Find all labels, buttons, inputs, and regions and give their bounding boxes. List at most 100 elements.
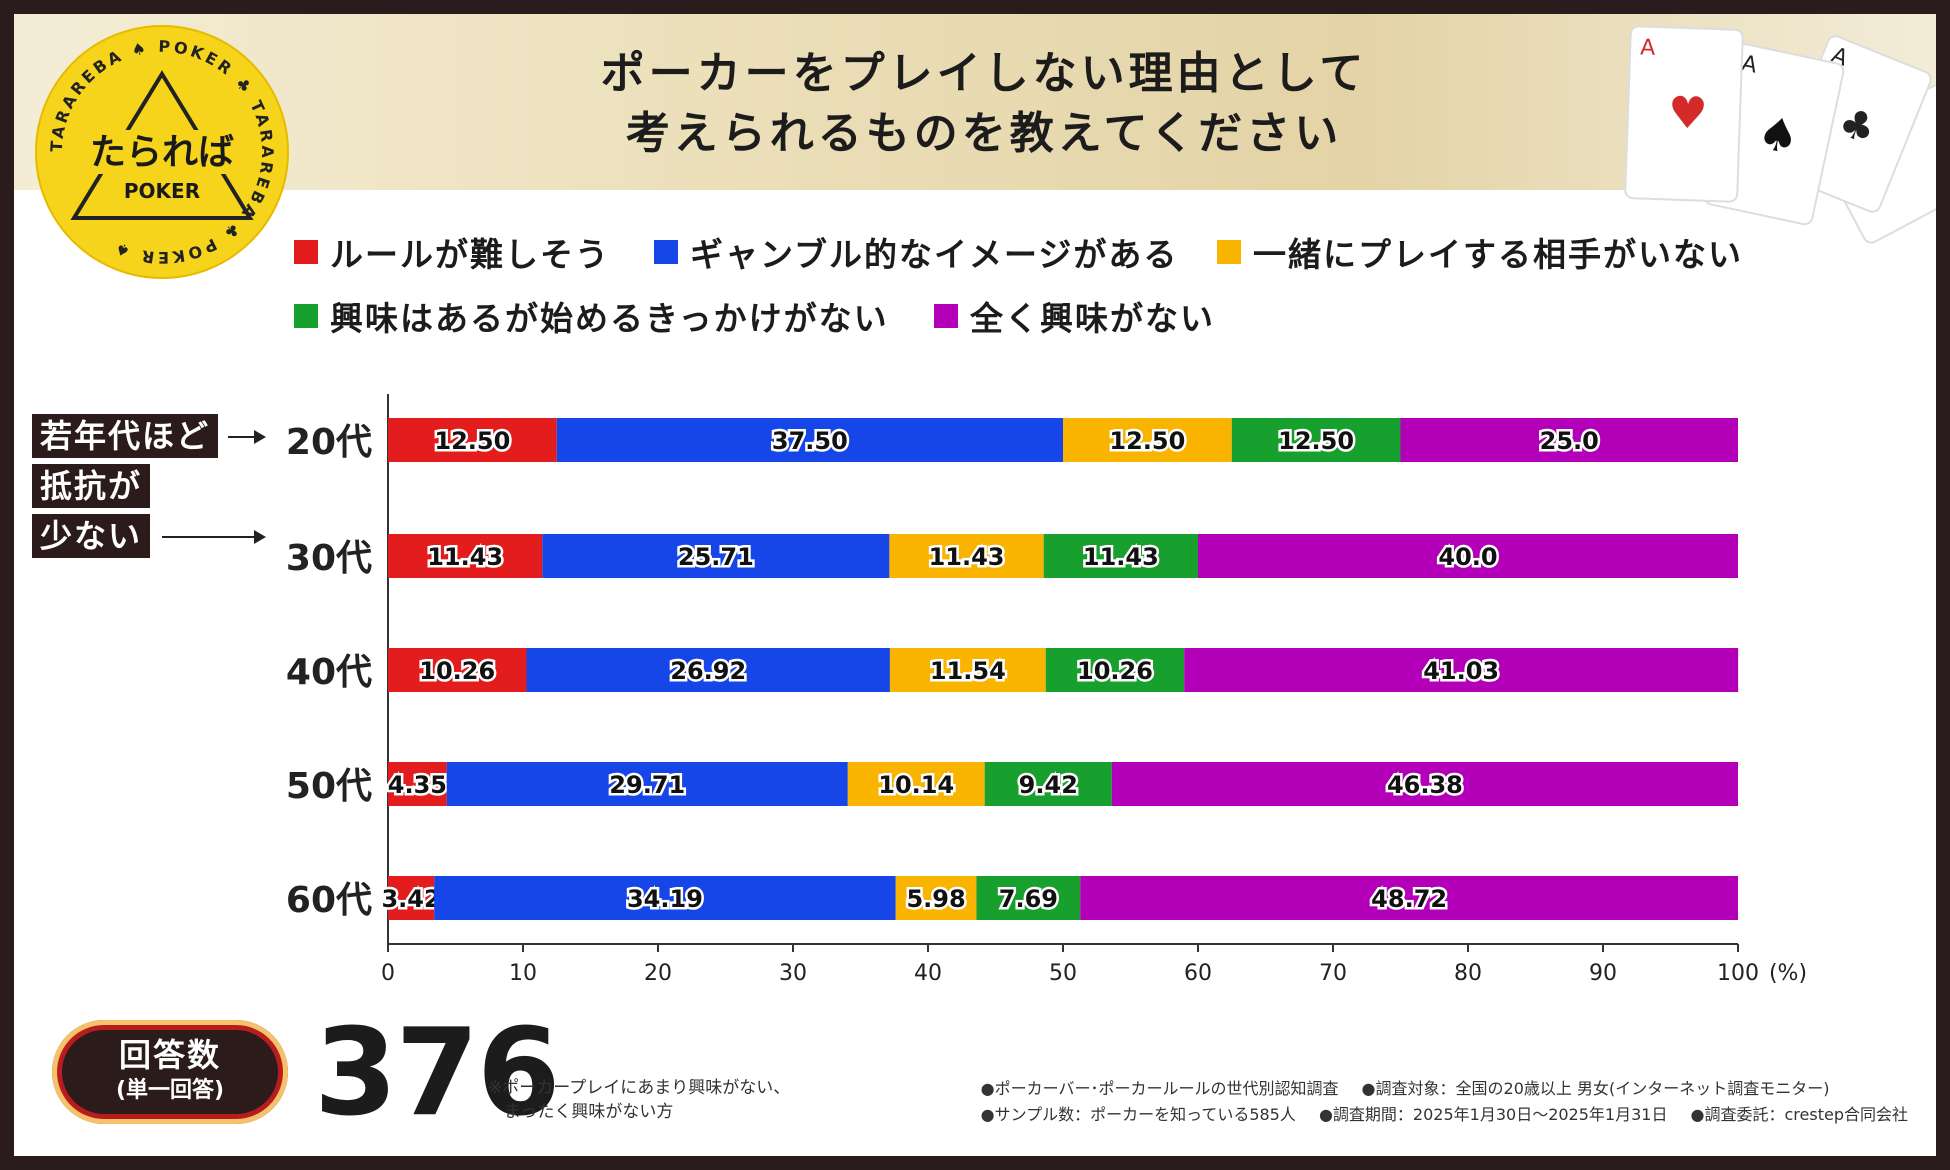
bar-segment: [1080, 876, 1738, 920]
svg-text:A: A: [1739, 51, 1759, 79]
bar-segment: [889, 648, 1046, 692]
page-title: ポーカーをプレイしない理由として 考えられるものを教えてください: [394, 44, 1574, 164]
bar-value-label: 40.0: [1438, 543, 1497, 571]
x-tick-label: 10: [509, 961, 537, 986]
legend-item-gambling-image: ギャンブル的なイメージがある: [654, 232, 1178, 274]
bar-segment: [542, 534, 890, 578]
svg-text:A: A: [1640, 35, 1656, 61]
x-tick-label: 70: [1319, 961, 1347, 986]
legend-swatch: [654, 240, 678, 264]
tarareba-poker-logo: TARAREBA ♠ POKER ♣ TARAREBA ♣ POKER ♠ たら…: [35, 25, 289, 279]
response-count: 376: [314, 1004, 560, 1143]
bar-value-label: 25.71: [678, 543, 754, 571]
bar-segment: [1184, 648, 1739, 692]
bar-value-label: 3.42: [381, 885, 440, 913]
bar-value-label: 4.35: [388, 771, 447, 799]
bar-segment: [388, 762, 447, 806]
meta-commissioned: ●調査委託：crestep合同会社: [1690, 1105, 1908, 1124]
legend-label: 一緒にプレイする相手がいない: [1253, 235, 1743, 274]
bar-segment: [1063, 418, 1232, 462]
legend-label: 全く興味がない: [970, 299, 1215, 338]
bar-value-label: 12.50: [1109, 427, 1185, 455]
bar-segment: [1111, 762, 1738, 806]
bar-segment: [984, 762, 1112, 806]
bar-value-label: 11.43: [929, 543, 1005, 571]
bar-segment: [1400, 418, 1738, 462]
bar-value-label: 9.42: [1019, 771, 1078, 799]
bar-value-label: 29.71: [609, 771, 685, 799]
annotation-line-1: 若年代ほど: [32, 414, 219, 458]
bar-segment: [388, 648, 527, 692]
bar-value-label: 11.43: [1083, 543, 1159, 571]
bar-value-label: 10.26: [419, 657, 495, 685]
legend-item-no-interest: 全く興味がない: [934, 296, 1215, 338]
meta-survey-name: ●ポーカーバー･ポーカールールの世代別認知調査: [980, 1079, 1339, 1098]
bar-value-label: 12.50: [434, 427, 510, 455]
bar-value-label: 11.43: [427, 543, 503, 571]
legend-label: 興味はあるが始めるきっかけがない: [330, 299, 889, 338]
heart-card-icon: A ♥: [1624, 25, 1744, 203]
legend-swatch: [294, 304, 318, 328]
x-tick-label: 0: [381, 961, 395, 986]
bar-value-label: 48.72: [1371, 885, 1447, 913]
title-line-2: 考えられるものを教えてください: [625, 108, 1343, 159]
x-tick-label: 40: [914, 961, 942, 986]
badge-sublabel: (単一回答): [115, 1078, 225, 1103]
category-label: 40代: [286, 652, 372, 693]
bar-segment: [895, 876, 977, 920]
meta-target: ●調査対象：全国の20歳以上 男女(インターネット調査モニター): [1361, 1079, 1830, 1098]
legend-item-no-opportunity: 興味はあるが始めるきっかけがない: [294, 296, 889, 338]
infographic-frame: ポーカーをプレイしない理由として 考えられるものを教えてください TARAREB…: [14, 14, 1936, 1156]
bar-segment: [976, 876, 1081, 920]
bar-segment: [388, 876, 435, 920]
x-tick-label: 60: [1184, 961, 1212, 986]
stacked-bar-chart: 0 10 20 30 40 50 60 70 80 90 100 (%) 20代 12.50 37.50 12…: [286, 394, 1807, 986]
x-tick-label: 90: [1589, 961, 1617, 986]
footnote: ※ポーカープレイにあまり興味がない、 まったく興味がない方: [488, 1076, 790, 1124]
x-tick-label: 20: [644, 961, 672, 986]
bar-value-label: 10.14: [878, 771, 954, 799]
bar-value-label: 11.54: [930, 657, 1006, 685]
legend-swatch: [294, 240, 318, 264]
bar-value-label: 37.50: [772, 427, 848, 455]
footnote-line-2: まったく興味がない方: [504, 1102, 674, 1122]
meta-sample: ●サンプル数：ポーカーを知っている585人: [980, 1105, 1296, 1124]
bar-segment: [556, 418, 1063, 462]
bar-value-label: 41.03: [1423, 657, 1499, 685]
bar-segment: [1231, 418, 1401, 462]
legend-label: ギャンブル的なイメージがある: [690, 235, 1179, 274]
bar-segment: [446, 762, 848, 806]
title-line-1: ポーカーをプレイしない理由として: [600, 48, 1368, 99]
bar-segment: [388, 418, 557, 462]
bar-segment: [388, 534, 543, 578]
bar-segment: [1198, 534, 1738, 578]
bar-value-label: 12.50: [1278, 427, 1354, 455]
category-label: 20代: [286, 422, 372, 463]
annotation-arrow-30s-icon: [162, 530, 266, 544]
x-tick-label: 100: [1717, 961, 1759, 986]
bar-segment: [847, 762, 985, 806]
survey-meta: ●ポーカーバー･ポーカールールの世代別認知調査 ●調査対象：全国の20歳以上 男…: [981, 1076, 1908, 1128]
logo-brand: たられば: [90, 132, 234, 173]
response-count-badge: 回答数 (単一回答): [52, 1020, 288, 1124]
category-label: 50代: [286, 766, 372, 807]
bar-segment: [1045, 648, 1185, 692]
bar-segment: [1043, 534, 1198, 578]
footnote-line-1: ※ポーカープレイにあまり興味がない、: [488, 1078, 791, 1098]
playing-cards-illustration: A ♦ A ♣ A ♠ A ♥: [1624, 25, 1936, 244]
category-label: 60代: [286, 880, 372, 921]
badge-label: 回答数: [118, 1036, 221, 1074]
svg-text:♥: ♥: [1667, 87, 1708, 139]
meta-period: ●調査期間：2025年1月30日～2025年1月31日: [1318, 1105, 1668, 1124]
chart-legend: ルールが難しそう ギャンブル的なイメージがある 一緒にプレイする相手がいない 興…: [284, 232, 1784, 362]
x-unit-label: (%): [1769, 961, 1807, 986]
bar-segment: [526, 648, 890, 692]
annotation-line-2: 抵抗が: [32, 464, 151, 508]
x-tick-label: 80: [1454, 961, 1482, 986]
legend-item-no-partner: 一緒にプレイする相手がいない: [1217, 232, 1743, 274]
x-tick-label: 50: [1049, 961, 1077, 986]
header-band: [14, 14, 1936, 190]
bar-value-label: 26.92: [670, 657, 746, 685]
legend-item-rules-difficult: ルールが難しそう: [294, 232, 610, 274]
bar-value-label: 5.98: [906, 885, 965, 913]
